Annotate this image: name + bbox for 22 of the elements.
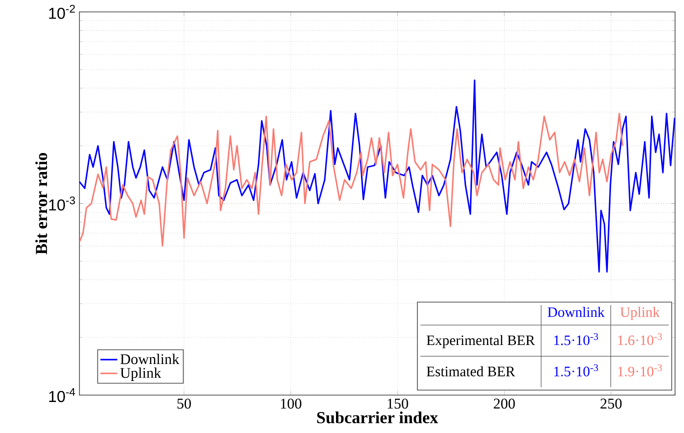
annotation: 1.6·10$^{-3}$ — [618, 333, 662, 346]
line-series — [79, 112, 624, 247]
y-axis-title: Bit error ratio — [35, 153, 48, 255]
y-tick-label: 10$^{-4}$ — [49, 388, 76, 402]
x-axis-title: Subcarrier index — [317, 412, 438, 424]
y-tick-label: 10$^{-3}$ — [49, 196, 75, 211]
text: Uplink — [620, 306, 660, 320]
x-tick-label: 150 — [388, 398, 408, 409]
legend-label: Downlink — [120, 354, 180, 364]
annotation: Estimated BER — [426, 366, 516, 376]
annotation: 1.5·10$^{-3}$ — [554, 333, 598, 346]
line-series — [79, 80, 676, 273]
x-tick-label: 250 — [600, 398, 622, 409]
legend-label: Uplink — [120, 368, 162, 382]
x-tick-label: 200 — [494, 398, 515, 409]
annotation: Experimental BER — [426, 335, 536, 348]
text: Downlink — [548, 306, 605, 318]
x-tick-label: 50 — [177, 398, 191, 409]
y-tick-label: 10$^{-2}$ — [49, 4, 75, 20]
x-tick-label: 100 — [280, 398, 302, 409]
annotation: 1.5·10$^{-3}$ — [554, 364, 598, 376]
annotation: 1.9·10$^{-3}$ — [618, 364, 662, 376]
